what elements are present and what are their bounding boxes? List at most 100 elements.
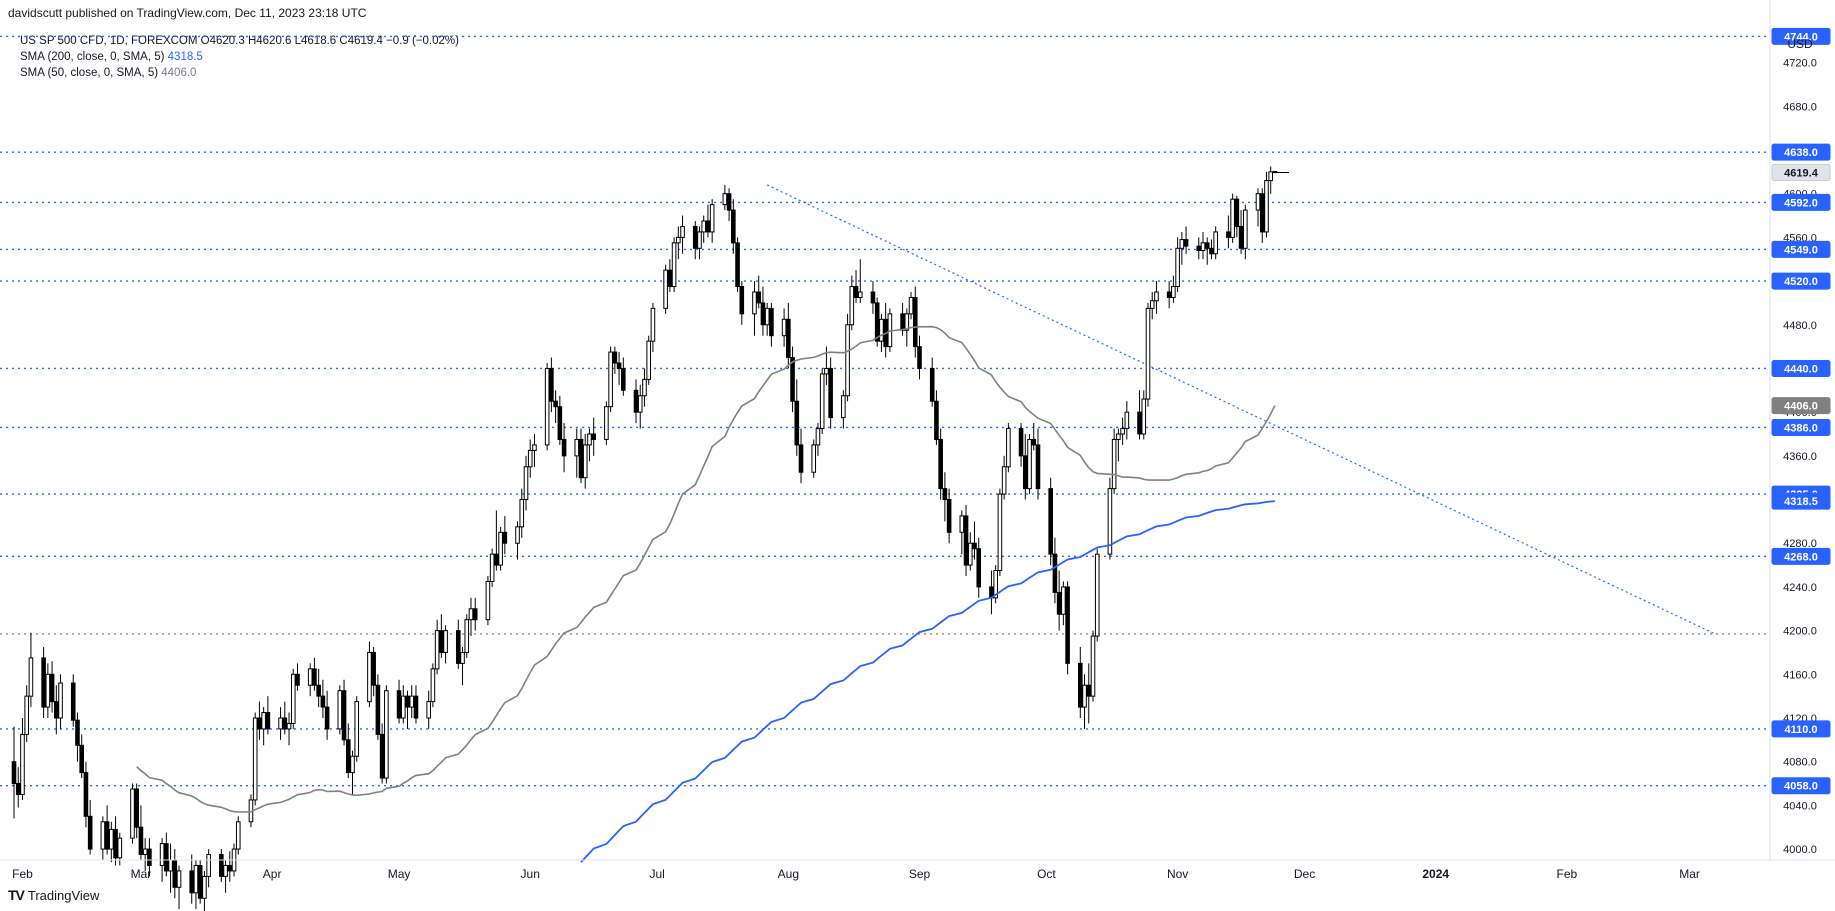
time-axis[interactable]: Feb Mar Apr May Jun Jul Aug Sep Oct Nov Dec 2024 Feb…: [12, 867, 1700, 881]
price-tick-label: 4360.0: [1783, 451, 1817, 463]
candle-body: [1116, 433, 1121, 440]
candle-body: [549, 367, 554, 402]
price-badge-label: 4406.0: [1784, 401, 1818, 413]
candle-body: [781, 318, 787, 337]
legend-sma50[interactable]: SMA (50, close, 0, SMA, 5) 4406.0: [20, 65, 459, 81]
sma200-value: 4318.5: [167, 51, 203, 63]
candle-body: [439, 630, 444, 653]
price-badge: [1771, 720, 1831, 738]
candle-body: [824, 367, 829, 375]
time-tick-label: Oct: [1037, 867, 1056, 881]
candle-body: [87, 815, 93, 850]
candle-body: [946, 499, 952, 533]
candle-body: [874, 302, 880, 342]
candle-body: [379, 733, 385, 779]
candle-body: [1111, 438, 1117, 490]
candle-body: [134, 788, 140, 828]
chart-legend: US SP 500 CFD, 1D, FOREXCOM O4620.3 H462…: [20, 33, 459, 81]
candle-body: [845, 324, 850, 397]
price-badge-label: 4268.0: [1784, 551, 1818, 563]
candle-body: [324, 706, 330, 730]
candle-body: [197, 864, 203, 899]
candle-body: [130, 788, 135, 839]
candle-body: [1171, 286, 1176, 298]
candle-body: [976, 548, 982, 588]
candle-body: [815, 428, 821, 446]
candle-body: [1120, 428, 1125, 435]
candle-body: [993, 570, 998, 599]
candle-body: [604, 406, 609, 440]
candle-body: [1196, 245, 1202, 251]
candle-body: [261, 712, 266, 730]
candle-body: [252, 717, 258, 801]
price-badge-label: 4386.0: [1784, 422, 1818, 434]
candle-body: [1268, 171, 1274, 182]
price-tick-label: 4000.0: [1783, 844, 1817, 856]
candle-body: [1226, 231, 1231, 238]
candle-body: [1056, 591, 1062, 615]
currency-label[interactable]: USD: [1787, 37, 1813, 51]
price-badge-label: 4592.0: [1784, 197, 1818, 209]
candle-body: [485, 580, 491, 621]
candle-body: [176, 870, 182, 888]
candle-body: [1137, 411, 1142, 435]
sma200-line: [580, 500, 1275, 863]
candle-body: [650, 307, 656, 342]
time-tick-label: Feb: [1557, 867, 1578, 881]
candle-body: [1141, 398, 1147, 435]
candle-body: [849, 286, 855, 326]
candle-body: [578, 438, 584, 479]
time-tick-label: Apr: [263, 867, 282, 881]
candle-body: [1052, 553, 1058, 593]
sma50-line: [136, 325, 1276, 813]
candle-body: [83, 772, 89, 817]
candle-body: [142, 848, 148, 856]
candle-body: [561, 438, 567, 457]
candle-body: [468, 608, 474, 621]
candle-body: [1090, 635, 1096, 697]
candle-body: [337, 690, 343, 730]
candle-body: [997, 493, 1003, 572]
candle-body: [223, 864, 228, 877]
candle-body: [316, 684, 321, 697]
candle-body: [1213, 231, 1218, 255]
candle-body: [612, 351, 618, 364]
candle-body: [726, 193, 732, 211]
candle-body: [735, 242, 740, 288]
time-tick-label: Mar: [131, 867, 152, 881]
candle-body: [1234, 198, 1240, 227]
price-badges: 4744.0 4638.0 4592.0 4549.0 4520.0 4440.0 4386…: [1771, 27, 1831, 795]
candle-body: [11, 761, 17, 785]
legend-sma200[interactable]: SMA (200, close, 0, SMA, 5) 4318.5: [20, 49, 459, 65]
candle-body: [1065, 586, 1070, 664]
price-badge-label: 4549.0: [1784, 244, 1818, 256]
candle-body: [798, 444, 804, 473]
footer-brand: TV TradingView: [8, 887, 99, 903]
candle-body: [494, 553, 499, 566]
candle-body: [367, 651, 372, 703]
candle-body: [642, 378, 647, 397]
candle-body: [934, 400, 939, 440]
candle-body: [676, 236, 681, 244]
time-tick-label: Feb: [12, 867, 33, 881]
time-tick-label: Jun: [521, 867, 540, 881]
candle-body: [739, 286, 745, 315]
candle-body: [608, 351, 613, 408]
candle-body: [959, 515, 965, 533]
price-tick-label: 4160.0: [1783, 669, 1817, 681]
candle-body: [917, 346, 922, 369]
candle-body: [341, 690, 347, 741]
candle-body: [15, 783, 21, 795]
candle-body: [790, 357, 795, 402]
candle-body: [705, 220, 711, 233]
candle-body: [1200, 242, 1206, 251]
candle-body: [396, 690, 402, 719]
candle-body: [100, 821, 106, 850]
candle-body: [853, 286, 859, 298]
candle-body: [963, 515, 969, 566]
candle-body: [709, 204, 715, 233]
candle-body: [904, 313, 910, 331]
price-tick-label: 4200.0: [1783, 626, 1817, 638]
candle-body: [879, 318, 884, 342]
